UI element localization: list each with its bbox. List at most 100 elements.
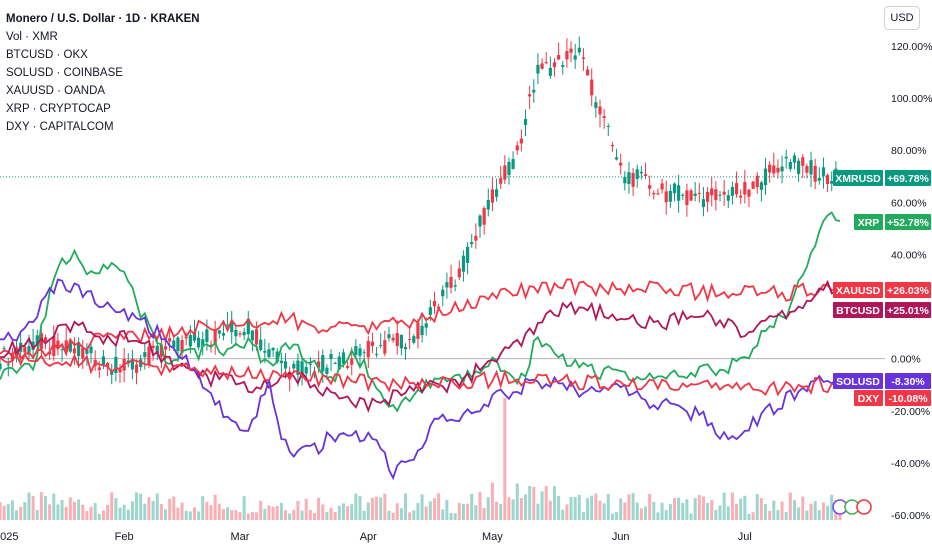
candle-body	[143, 352, 147, 358]
volume-bar	[317, 497, 321, 520]
candle-body	[420, 325, 424, 336]
volume-bar	[48, 504, 52, 520]
volume-bar	[565, 504, 569, 520]
candle-body	[817, 177, 821, 181]
end-label-xmrusd[interactable]: XMRUSD +69.78%	[833, 170, 931, 186]
y-tick-label: -40.00%	[891, 458, 930, 470]
candle-body	[238, 333, 242, 335]
candle-body	[830, 181, 834, 184]
volume-bar	[238, 512, 242, 520]
x-tick-label: Apr	[360, 531, 377, 543]
volume-bar	[27, 492, 31, 520]
volume-bar	[755, 494, 759, 520]
end-label-symbol: SOLUSD	[836, 376, 880, 388]
candle-body	[631, 172, 635, 187]
candle-body	[176, 337, 180, 352]
candle-body	[412, 336, 416, 343]
candle-body	[308, 363, 312, 365]
end-label-xauusd[interactable]: XAUUSD +26.03%	[833, 282, 931, 298]
currency-button[interactable]: USD	[884, 6, 920, 30]
legend-overlay-xrp[interactable]: XRP · CRYPTOCAP	[6, 103, 111, 115]
volume-bar	[759, 498, 763, 520]
volume-bar	[594, 493, 598, 520]
end-label-dxy[interactable]: DXY -10.08%	[854, 390, 931, 406]
candle-body	[6, 364, 10, 366]
volume-bar	[213, 494, 217, 520]
candle-body	[523, 119, 528, 126]
legend-overlay-xau[interactable]: XAUUSD · OANDA	[6, 85, 106, 97]
candle-body	[714, 189, 718, 201]
volume-bar	[697, 495, 701, 520]
legend-main-symbol[interactable]: Monero / U.S. Dollar · 1D · KRAKEN	[6, 13, 200, 25]
legend-overlay-sol[interactable]: SOLUSD · COINBASE	[6, 67, 123, 79]
volume-bar	[151, 500, 155, 520]
series-line-xrp	[0, 211, 841, 413]
candle-body	[221, 333, 226, 336]
volume-bar	[743, 495, 747, 520]
candle-body	[259, 339, 263, 350]
candle-body	[192, 331, 197, 341]
volume-bar	[801, 496, 805, 520]
candle-body	[445, 282, 449, 288]
volume-bar	[408, 512, 412, 520]
candle-body	[35, 335, 39, 344]
volume-bar	[114, 498, 118, 520]
volume-bar	[660, 502, 664, 520]
volume-bar	[511, 499, 515, 520]
end-label-value: +69.78%	[887, 173, 929, 185]
candle-body	[408, 339, 412, 341]
candle-body	[685, 190, 689, 206]
volume-bar	[259, 500, 263, 520]
volume-bar	[39, 492, 43, 520]
candle-body	[528, 94, 532, 97]
candle-body	[350, 358, 354, 365]
candle-body	[68, 341, 72, 352]
volume-bar	[826, 505, 830, 520]
candle-body	[474, 235, 478, 241]
candle-body	[677, 185, 681, 201]
volume-bar	[288, 513, 292, 520]
volume-bar	[15, 510, 19, 520]
legend-volume[interactable]: Vol · XMR	[6, 31, 58, 43]
candle-body	[201, 339, 205, 347]
end-label-symbol: BTCUSD	[836, 305, 880, 317]
volume-bar	[813, 501, 817, 520]
x-tick-label: 2025	[0, 531, 18, 543]
volume-bar	[250, 512, 254, 520]
candle-body	[89, 346, 93, 354]
volume-bar	[581, 512, 585, 520]
candle-body	[159, 344, 163, 357]
candle-body	[424, 323, 428, 328]
y-tick-label: 100.00%	[891, 93, 932, 105]
candle-body	[585, 69, 590, 76]
candle-body	[461, 255, 466, 272]
volume-bar	[354, 493, 358, 520]
end-label-btcusd[interactable]: BTCUSD +25.01%	[833, 302, 931, 318]
legend-overlay-dxy[interactable]: DXY · CAPITALCOM	[6, 121, 114, 133]
candle-body	[664, 191, 668, 203]
volume-bar	[627, 494, 631, 520]
candle-body	[809, 160, 813, 175]
volume-bar	[72, 501, 76, 520]
volume-bar	[693, 498, 697, 520]
candle-body	[552, 62, 557, 68]
volume-bar	[528, 486, 532, 520]
volume-bar	[784, 511, 788, 520]
legend-overlay-btc[interactable]: BTCUSD · OKX	[6, 49, 88, 61]
volume-bar	[10, 500, 14, 520]
volume-bar	[706, 503, 710, 520]
volume-bar	[300, 510, 304, 520]
volume-bar	[573, 497, 577, 520]
candle-body	[598, 106, 602, 115]
candle-body	[72, 348, 77, 354]
x-tick-label: Jul	[738, 531, 752, 543]
candle-body	[383, 340, 387, 354]
volume-bar	[60, 499, 64, 520]
end-label-solusd[interactable]: SOLUSD -8.30%	[833, 373, 931, 389]
end-label-xrp[interactable]: XRP +52.78%	[854, 214, 931, 230]
candle-body	[813, 165, 817, 182]
volume-bar	[668, 504, 672, 520]
volume-bar	[830, 494, 834, 520]
